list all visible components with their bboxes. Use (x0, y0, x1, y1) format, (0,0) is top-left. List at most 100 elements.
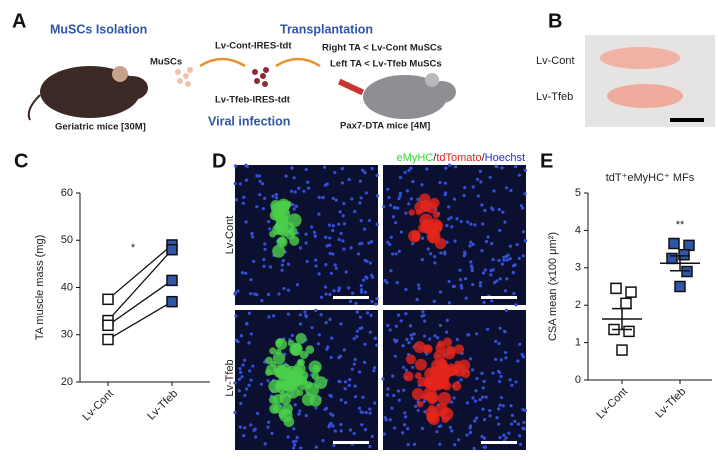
nucleus (414, 404, 418, 409)
nucleus (247, 311, 252, 315)
nucleus (403, 170, 407, 175)
nucleus (347, 286, 351, 290)
nucleus (312, 230, 317, 234)
nucleus (348, 299, 353, 304)
nucleus (403, 423, 407, 427)
nucleus (489, 273, 493, 277)
nucleus (514, 303, 518, 307)
nucleus (363, 428, 368, 432)
nucleus (473, 399, 478, 403)
nucleus (243, 393, 247, 398)
nucleus (508, 244, 513, 248)
nucleus (425, 167, 429, 171)
fiber (304, 380, 313, 389)
nucleus (478, 398, 482, 402)
nucleus (238, 425, 242, 429)
nucleus (523, 239, 528, 243)
nucleus (454, 165, 458, 169)
nucleus (268, 265, 273, 269)
nucleus (324, 292, 328, 296)
nucleus (274, 192, 278, 197)
nucleus (358, 315, 362, 319)
nucleus (484, 239, 489, 244)
nucleus (502, 258, 506, 262)
nucleus (404, 312, 408, 316)
nucleus (247, 383, 251, 387)
nucleus (360, 423, 364, 427)
nucleus (422, 334, 427, 338)
nucleus (488, 408, 492, 413)
nucleus (501, 210, 505, 214)
nucleus (443, 250, 447, 254)
nucleus (383, 278, 387, 283)
nucleus (463, 277, 468, 281)
fiber (424, 345, 432, 352)
fiber (452, 363, 466, 377)
marker (166, 295, 178, 308)
nucleus (386, 393, 390, 397)
nucleus (359, 288, 364, 292)
nucleus (401, 344, 405, 348)
nucleus (236, 340, 240, 344)
nucleus (499, 395, 504, 400)
nucleus (337, 222, 341, 226)
nucleus (513, 263, 517, 267)
nucleus (280, 263, 284, 267)
nucleus (286, 312, 291, 316)
nucleus (338, 354, 343, 358)
nucleus (338, 380, 342, 384)
nucleus (387, 195, 391, 200)
separator: / (433, 152, 437, 164)
nucleus (496, 422, 501, 426)
nucleus (402, 388, 406, 392)
nucleus (255, 205, 259, 209)
nucleus (385, 281, 389, 285)
nucleus (463, 250, 467, 254)
nucleus (286, 262, 291, 266)
nucleus (451, 284, 456, 288)
nucleus (368, 330, 373, 334)
nucleus (282, 286, 286, 291)
nucleus (328, 236, 332, 240)
photo-label: Lv-Tfeb (536, 91, 573, 103)
nucleus (480, 203, 484, 207)
nucleus (471, 282, 475, 287)
nucleus (334, 266, 338, 270)
nucleus (303, 310, 307, 314)
y-axis-label: CSA mean (x100 μm²) (547, 232, 559, 341)
scale-bar (333, 441, 369, 444)
nucleus (481, 386, 485, 390)
nucleus (263, 196, 267, 200)
nucleus (289, 189, 294, 193)
nucleus (491, 268, 495, 272)
nucleus (398, 191, 402, 196)
nucleus (332, 443, 336, 448)
panel-label: C (14, 150, 28, 172)
nucleus (482, 417, 487, 422)
nucleus (386, 323, 390, 327)
fiber (269, 210, 281, 221)
marker (668, 237, 680, 250)
nucleus (483, 268, 487, 272)
nucleus (327, 223, 331, 227)
nucleus (364, 410, 368, 415)
fiber (434, 403, 449, 417)
nucleus (420, 258, 424, 262)
nucleus (388, 418, 392, 422)
marker (678, 248, 690, 261)
nucleus (460, 286, 464, 290)
fiber (311, 372, 320, 380)
nucleus (238, 370, 243, 375)
nucleus (471, 185, 475, 189)
nucleus (426, 247, 430, 251)
nucleus (498, 277, 502, 281)
nucleus (469, 260, 473, 264)
nucleus (429, 252, 433, 256)
x-tick-label: Lv-Tfeb (145, 388, 180, 423)
nucleus (486, 235, 490, 239)
nucleus (480, 434, 484, 439)
nucleus (513, 419, 517, 423)
nucleus (323, 165, 327, 169)
fiber (276, 338, 283, 345)
nucleus (416, 408, 420, 413)
